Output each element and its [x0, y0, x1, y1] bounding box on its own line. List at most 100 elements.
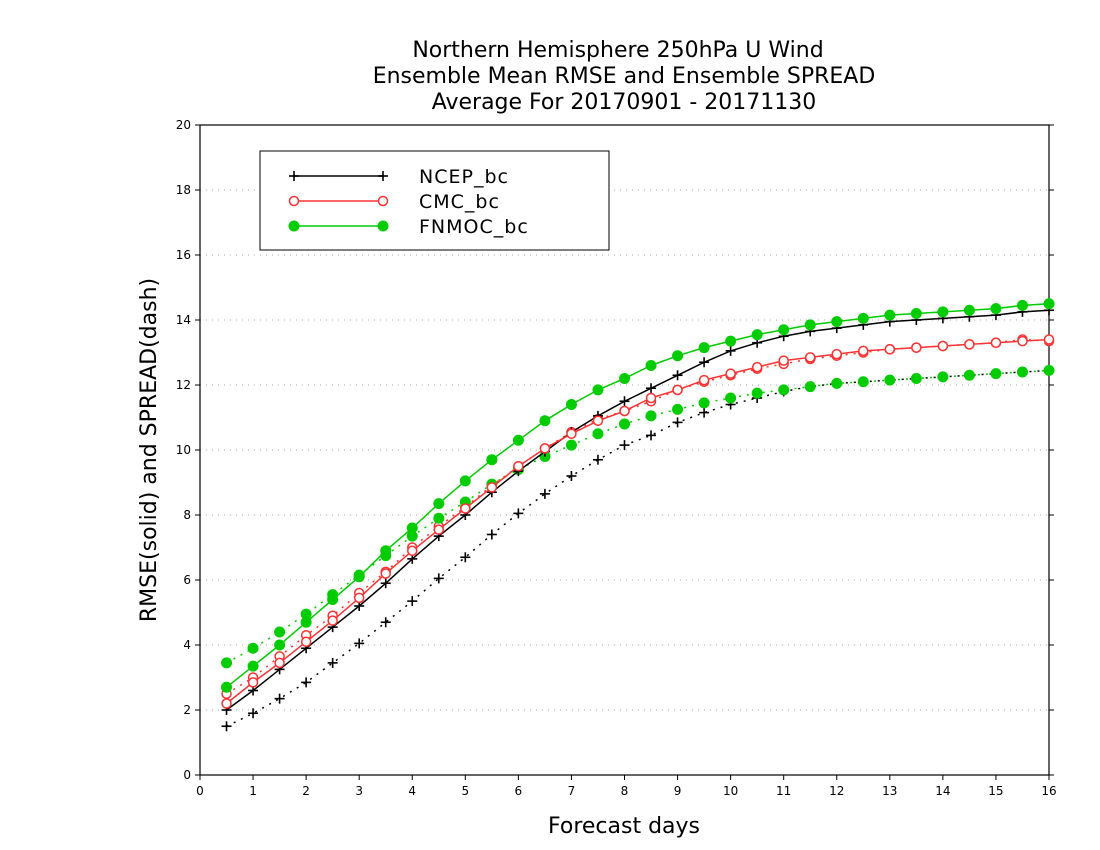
x-tick-label: 15: [988, 784, 1003, 798]
data-point-NCEP_bc-spread: [248, 708, 259, 719]
x-tick-label: 16: [1041, 784, 1056, 798]
data-point-FNMOC_bc-spread: [672, 403, 684, 415]
x-tick-label: 10: [723, 784, 738, 798]
data-point-CMC_bc-rmse: [1043, 334, 1055, 345]
data-point-FNMOC_bc-rmse: [380, 545, 392, 557]
legend-marker: [288, 220, 300, 232]
x-tick-label: 9: [674, 784, 682, 798]
data-point-NCEP_bc-spread: [513, 508, 524, 519]
data-point-FNMOC_bc-spread: [725, 392, 737, 404]
data-point-CMC_bc-rmse: [911, 342, 922, 353]
data-point-FNMOC_bc-spread: [857, 376, 869, 388]
legend-item: CMC_bc: [288, 191, 500, 213]
data-point-CMC_bc-rmse: [778, 355, 789, 366]
legend-item: FNMOC_bc: [288, 216, 529, 238]
data-point-NCEP_bc-spread: [274, 693, 285, 704]
data-point-FNMOC_bc-rmse: [937, 306, 949, 318]
data-point-NCEP_bc-spread: [619, 440, 630, 451]
data-point-FNMOC_bc-spread: [990, 368, 1002, 380]
y-tick-label: 2: [183, 703, 191, 717]
y-tick-label: 4: [183, 638, 191, 652]
y-tick-label: 10: [176, 443, 191, 457]
series-line-FNMOC_bc-spread: [226, 369, 1050, 664]
data-point-CMC_bc-rmse: [460, 503, 471, 514]
y-tick-label: 14: [176, 313, 191, 327]
data-point-NCEP_bc-spread: [646, 430, 657, 441]
data-point-CMC_bc-rmse: [884, 344, 896, 355]
series-line-NCEP_bc-spread: [226, 369, 1050, 727]
data-point-CMC_bc-rmse: [698, 374, 710, 386]
legend-marker: [288, 195, 300, 207]
data-point-CMC_bc-rmse: [380, 568, 391, 579]
x-tick-label: 14: [935, 784, 950, 798]
data-point-FNMOC_bc-spread: [884, 374, 896, 386]
data-point-FNMOC_bc-rmse: [486, 454, 498, 466]
x-tick-label: 8: [621, 784, 629, 798]
data-point-CMC_bc-rmse: [300, 636, 312, 647]
y-tick-label: 0: [183, 768, 191, 782]
series-line-CMC_bc-spread: [226, 338, 1050, 695]
data-point-CMC_bc-rmse: [725, 368, 736, 379]
data-point-FNMOC_bc-rmse: [565, 399, 577, 410]
series: [221, 298, 1055, 732]
chart-title: Northern Hemisphere 250hPa U Wind Ensemb…: [373, 38, 876, 115]
data-point-NCEP_bc-spread: [699, 407, 710, 418]
data-point-FNMOC_bc-rmse: [857, 312, 869, 324]
y-tick-label: 8: [183, 508, 191, 522]
data-point-FNMOC_bc-rmse: [672, 350, 684, 362]
data-point-NCEP_bc-spread: [433, 573, 444, 584]
y-tick-label: 12: [176, 378, 191, 392]
data-point-FNMOC_bc-rmse: [221, 681, 233, 693]
legend-label: FNMOC_bc: [419, 216, 529, 238]
x-tick-label: 7: [568, 784, 576, 798]
chart-title-line-1: Northern Hemisphere 250hPa U Wind: [412, 38, 823, 63]
data-point-NCEP_bc-spread: [380, 617, 391, 628]
data-point-NCEP_bc-rmse: [699, 357, 710, 368]
legend-marker: [377, 195, 389, 207]
data-point-FNMOC_bc-rmse: [1016, 299, 1028, 311]
x-tick-label: 13: [882, 784, 897, 798]
data-point-FNMOC_bc-spread: [910, 373, 922, 384]
x-tick-label: 3: [355, 784, 363, 798]
x-tick-label: 2: [302, 784, 310, 798]
data-point-FNMOC_bc-rmse: [433, 498, 445, 510]
legend-label: CMC_bc: [419, 191, 500, 213]
data-point-CMC_bc-rmse: [645, 392, 657, 404]
data-point-CMC_bc-rmse: [433, 524, 445, 535]
data-point-FNMOC_bc-rmse: [619, 373, 630, 384]
data-point-CMC_bc-rmse: [804, 352, 816, 363]
data-point-FNMOC_bc-spread: [804, 381, 816, 393]
data-point-FNMOC_bc-rmse: [353, 571, 365, 583]
data-point-FNMOC_bc-spread: [831, 377, 843, 389]
data-point-FNMOC_bc-spread: [1043, 364, 1055, 376]
x-tick-label: 1: [249, 784, 257, 798]
data-point-CMC_bc-rmse: [407, 545, 418, 556]
legend-item: NCEP_bc: [289, 166, 508, 188]
data-point-FNMOC_bc-rmse: [512, 434, 524, 446]
y-tick-label: 6: [183, 573, 191, 587]
data-point-FNMOC_bc-rmse: [300, 616, 312, 628]
data-point-CMC_bc-rmse: [619, 405, 630, 417]
data-point-FNMOC_bc-rmse: [831, 316, 843, 328]
legend-marker: [378, 171, 388, 181]
x-tick-label: 4: [408, 784, 416, 798]
x-tick-label: 11: [776, 784, 791, 798]
chart-title-line-2: Ensemble Mean RMSE and Ensemble SPREAD: [373, 64, 876, 89]
data-point-CMC_bc-rmse: [672, 384, 683, 396]
data-point-FNMOC_bc-rmse: [751, 329, 763, 341]
data-point-CMC_bc-rmse: [221, 698, 232, 709]
data-point-CMC_bc-rmse: [858, 345, 869, 357]
y-tick-label: 20: [176, 118, 191, 132]
data-point-NCEP_bc-rmse: [380, 578, 391, 589]
x-tick-label: 5: [461, 784, 469, 798]
data-point-CMC_bc-rmse: [274, 657, 285, 669]
x-tick-label: 0: [196, 784, 204, 798]
data-point-FNMOC_bc-spread: [937, 371, 949, 383]
legend-marker: [377, 220, 389, 232]
data-point-NCEP_bc-rmse: [725, 345, 736, 356]
y-tick-label: 18: [176, 183, 191, 197]
data-point-CMC_bc-rmse: [831, 348, 842, 360]
data-point-NCEP_bc-spread: [539, 488, 550, 499]
data-point-FNMOC_bc-spread: [247, 642, 259, 654]
legend: NCEP_bc CMC_bc FNMOC_bc: [259, 150, 610, 251]
